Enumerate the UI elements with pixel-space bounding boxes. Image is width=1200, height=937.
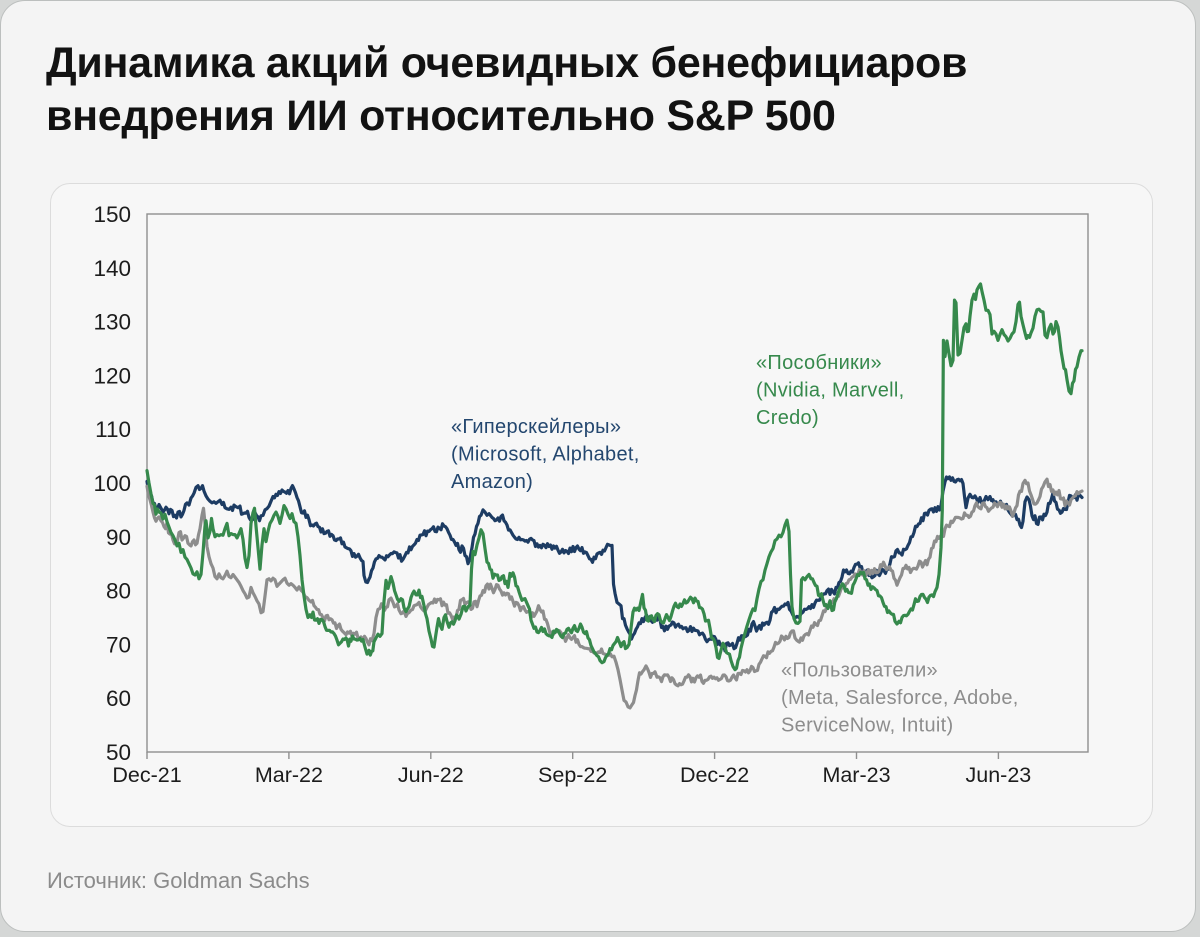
- svg-text:70: 70: [106, 632, 131, 657]
- svg-text:Dec-21: Dec-21: [112, 763, 181, 787]
- svg-text:80: 80: [106, 579, 131, 604]
- svg-text:(Nvidia, Marvell,: (Nvidia, Marvell,: [756, 380, 904, 402]
- svg-text:Mar-22: Mar-22: [255, 763, 323, 787]
- svg-text:«Пособники»: «Пособники»: [756, 352, 882, 374]
- svg-text:ServiceNow, Intuit): ServiceNow, Intuit): [781, 715, 953, 737]
- svg-text:100: 100: [93, 471, 131, 496]
- svg-text:Mar-23: Mar-23: [822, 763, 890, 787]
- svg-text:130: 130: [93, 310, 131, 335]
- svg-text:(Meta, Salesforce, Adobe,: (Meta, Salesforce, Adobe,: [781, 687, 1019, 709]
- svg-text:Amazon): Amazon): [451, 471, 533, 493]
- svg-text:Dec-22: Dec-22: [680, 763, 749, 787]
- svg-text:Jun-22: Jun-22: [398, 763, 464, 787]
- svg-text:150: 150: [93, 202, 131, 227]
- svg-text:90: 90: [106, 525, 131, 550]
- svg-text:50: 50: [106, 740, 131, 765]
- svg-text:110: 110: [95, 417, 131, 442]
- svg-text:140: 140: [93, 256, 131, 281]
- svg-text:Jun-23: Jun-23: [966, 763, 1032, 787]
- svg-text:«Пользователи»: «Пользователи»: [781, 660, 938, 682]
- svg-text:Credo): Credo): [756, 407, 819, 429]
- svg-text:«Гиперскейлеры»: «Гиперскейлеры»: [451, 416, 621, 438]
- svg-text:120: 120: [93, 363, 131, 388]
- svg-text:60: 60: [106, 686, 131, 711]
- svg-text:(Microsoft, Alphabet,: (Microsoft, Alphabet,: [451, 444, 640, 466]
- svg-text:Sep-22: Sep-22: [538, 763, 607, 787]
